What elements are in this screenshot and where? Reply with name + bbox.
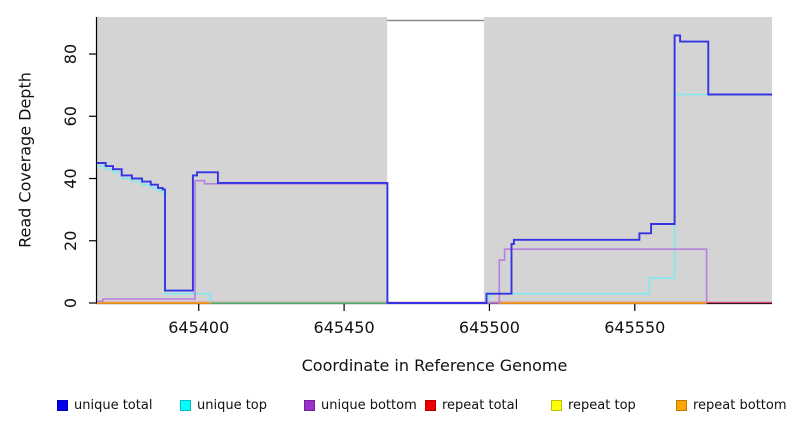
legend-item-repeat-bottom: repeat bottom — [676, 398, 787, 413]
legend-item-repeat-total: repeat total — [425, 398, 518, 413]
x-tick-label: 645550 — [604, 318, 665, 337]
y-tick-label: 60 — [61, 106, 80, 126]
y-tick-label: 20 — [61, 231, 80, 251]
legend-swatch-icon — [57, 400, 68, 411]
x-axis-title: Coordinate in Reference Genome — [301, 356, 568, 375]
y-tick-label: 80 — [61, 44, 80, 64]
x-tick-label: 645400 — [168, 318, 229, 337]
legend-label: repeat bottom — [693, 398, 787, 413]
y-tick-label: 0 — [61, 298, 80, 308]
x-tick-label: 645500 — [459, 318, 520, 337]
legend-label: unique top — [197, 398, 268, 413]
legend-label: repeat top — [568, 398, 636, 413]
series-line-unique-top — [97, 93, 772, 304]
legend-item-repeat-top: repeat top — [551, 398, 636, 413]
y-tick-label: 40 — [61, 168, 80, 188]
legend-label: unique total — [74, 398, 153, 413]
masked-region — [387, 17, 484, 303]
legend-item-unique-top: unique top — [180, 398, 267, 413]
legend: unique total unique top unique bottom repea… — [0, 398, 792, 418]
legend-swatch-icon — [551, 400, 562, 411]
legend-swatch-icon — [425, 400, 436, 411]
legend-label: repeat total — [442, 398, 519, 413]
legend-item-unique-total: unique total — [57, 398, 152, 413]
legend-label: unique bottom — [321, 398, 417, 413]
x-tick-label: 645450 — [314, 318, 375, 337]
y-axis-title: Read Coverage Depth — [15, 72, 35, 248]
legend-swatch-icon — [180, 400, 191, 411]
series-line-unique-total — [97, 34, 772, 304]
coverage-chart: 645400 645450 645500 645550 0 20 40 60 80 — [61, 17, 772, 337]
legend-item-unique-bottom: unique bottom — [304, 398, 417, 413]
legend-swatch-icon — [676, 400, 687, 411]
legend-swatch-icon — [304, 400, 315, 411]
